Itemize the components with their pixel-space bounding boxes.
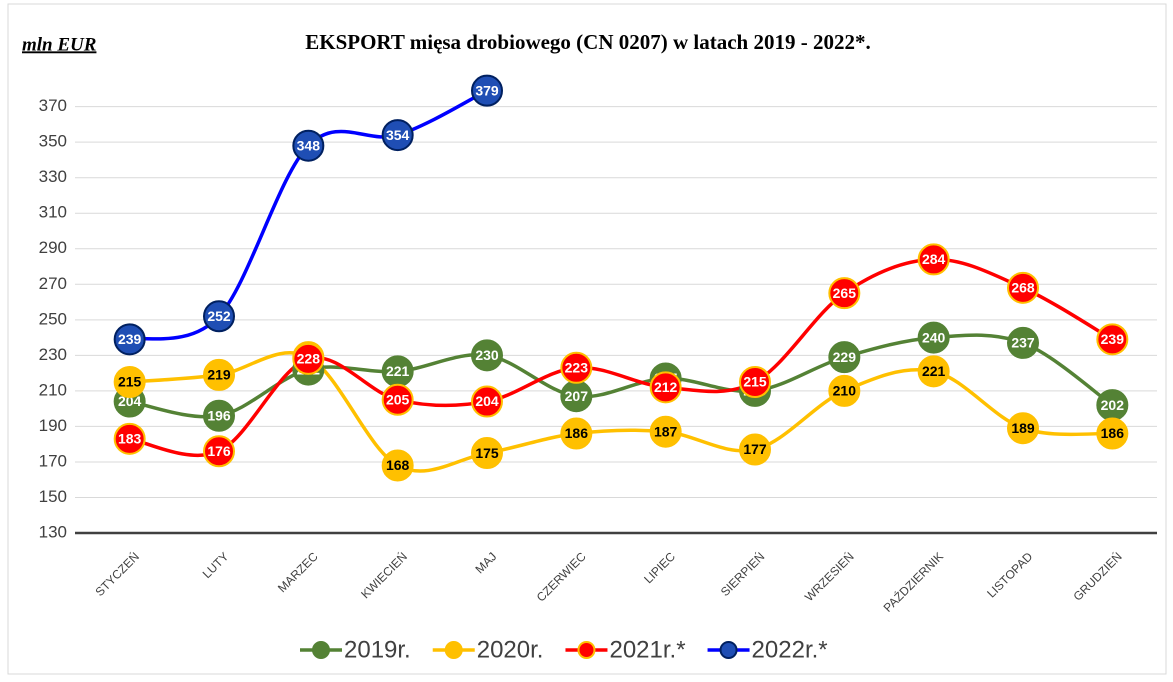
data-point — [471, 74, 503, 107]
y-tick-label: 190 — [39, 416, 67, 435]
data-label: 204 — [475, 393, 499, 409]
data-label: 221 — [386, 363, 410, 379]
data-point — [560, 417, 593, 450]
data-label: 204 — [118, 393, 142, 409]
data-point — [471, 437, 503, 470]
data-point — [1096, 323, 1129, 356]
data-point — [292, 129, 325, 162]
data-label: 239 — [118, 331, 142, 347]
data-label: 168 — [386, 457, 410, 473]
data-point — [1007, 271, 1039, 304]
data-point — [560, 351, 593, 384]
data-label: 240 — [922, 329, 946, 345]
y-tick-label: 310 — [39, 203, 67, 222]
y-tick-label: 330 — [39, 167, 67, 186]
data-label: 207 — [565, 388, 589, 404]
y-tick-label: 230 — [39, 345, 67, 364]
data-label: 212 — [654, 379, 678, 395]
y-tick-label: 370 — [39, 96, 67, 115]
data-point — [203, 399, 235, 432]
y-tick-label: 350 — [39, 132, 67, 151]
legend: 2019r. 2020r. 2021r.* 2022r.* — [300, 636, 828, 663]
data-point — [917, 321, 950, 354]
y-tick-label: 150 — [39, 487, 67, 506]
data-point — [113, 366, 146, 398]
data-label: 215 — [743, 374, 767, 390]
data-label: 354 — [386, 127, 410, 143]
data-label: 268 — [1011, 280, 1035, 296]
data-point — [828, 374, 861, 407]
chart-border — [7, 3, 1167, 675]
legend-marker — [577, 641, 596, 659]
data-point — [471, 339, 503, 372]
data-point — [828, 277, 861, 310]
data-label: 265 — [833, 285, 857, 301]
data-point — [381, 383, 414, 416]
y-tick-label: 210 — [39, 380, 67, 399]
data-label: 252 — [207, 308, 231, 324]
data-point — [1007, 412, 1039, 445]
legend-label: 2022r.* — [752, 636, 828, 663]
data-label: 239 — [1101, 331, 1125, 347]
data-label: 229 — [833, 349, 857, 365]
data-point — [739, 433, 771, 466]
data-label: 186 — [565, 425, 589, 441]
data-label: 183 — [118, 431, 142, 447]
data-label: 205 — [386, 391, 410, 407]
data-point — [917, 243, 950, 276]
legend-label: 2021r.* — [609, 636, 685, 663]
data-label: 230 — [475, 347, 499, 363]
chart-title: EKSPORT mięsa drobiowego (CN 0207) w lat… — [305, 30, 870, 54]
legend-label: 2019r. — [344, 636, 411, 663]
data-label: 175 — [475, 445, 499, 461]
data-label: 348 — [297, 137, 321, 153]
data-label: 223 — [565, 359, 589, 375]
data-label: 176 — [207, 443, 231, 459]
legend-marker — [312, 641, 330, 659]
data-point — [649, 371, 682, 404]
data-point — [1007, 326, 1039, 359]
data-point — [828, 341, 861, 374]
data-point — [113, 323, 146, 356]
data-point — [381, 449, 414, 482]
data-point — [203, 435, 235, 468]
data-label: 379 — [475, 82, 499, 98]
data-label: 221 — [922, 363, 946, 379]
data-point — [917, 355, 950, 388]
data-label: 177 — [743, 441, 767, 457]
data-point — [203, 358, 235, 391]
data-label: 202 — [1101, 397, 1125, 413]
y-tick-label: 170 — [39, 451, 67, 470]
data-label: 215 — [118, 374, 142, 390]
data-label: 228 — [297, 351, 321, 367]
data-point — [292, 342, 325, 375]
data-point — [1096, 417, 1129, 450]
legend-marker — [444, 641, 463, 659]
data-label: 186 — [1101, 425, 1125, 441]
data-label: 237 — [1011, 335, 1035, 351]
y-tick-label: 250 — [39, 309, 67, 328]
data-point — [471, 385, 503, 418]
data-label: 196 — [207, 407, 231, 423]
data-point — [113, 422, 146, 455]
legend-label: 2020r. — [477, 636, 544, 663]
data-point — [381, 119, 414, 152]
data-label: 219 — [207, 367, 231, 383]
data-point — [739, 366, 771, 398]
data-point — [203, 300, 235, 333]
legend-marker — [719, 641, 738, 659]
data-label: 284 — [922, 251, 946, 267]
data-label: 187 — [654, 423, 678, 439]
y-axis-label: mln EUR — [22, 34, 96, 55]
data-label: 189 — [1011, 420, 1035, 436]
y-tick-label: 290 — [39, 238, 67, 257]
y-tick-label: 130 — [39, 522, 67, 541]
data-label: 210 — [833, 383, 857, 399]
data-point — [649, 415, 682, 448]
y-tick-label: 270 — [39, 274, 67, 293]
